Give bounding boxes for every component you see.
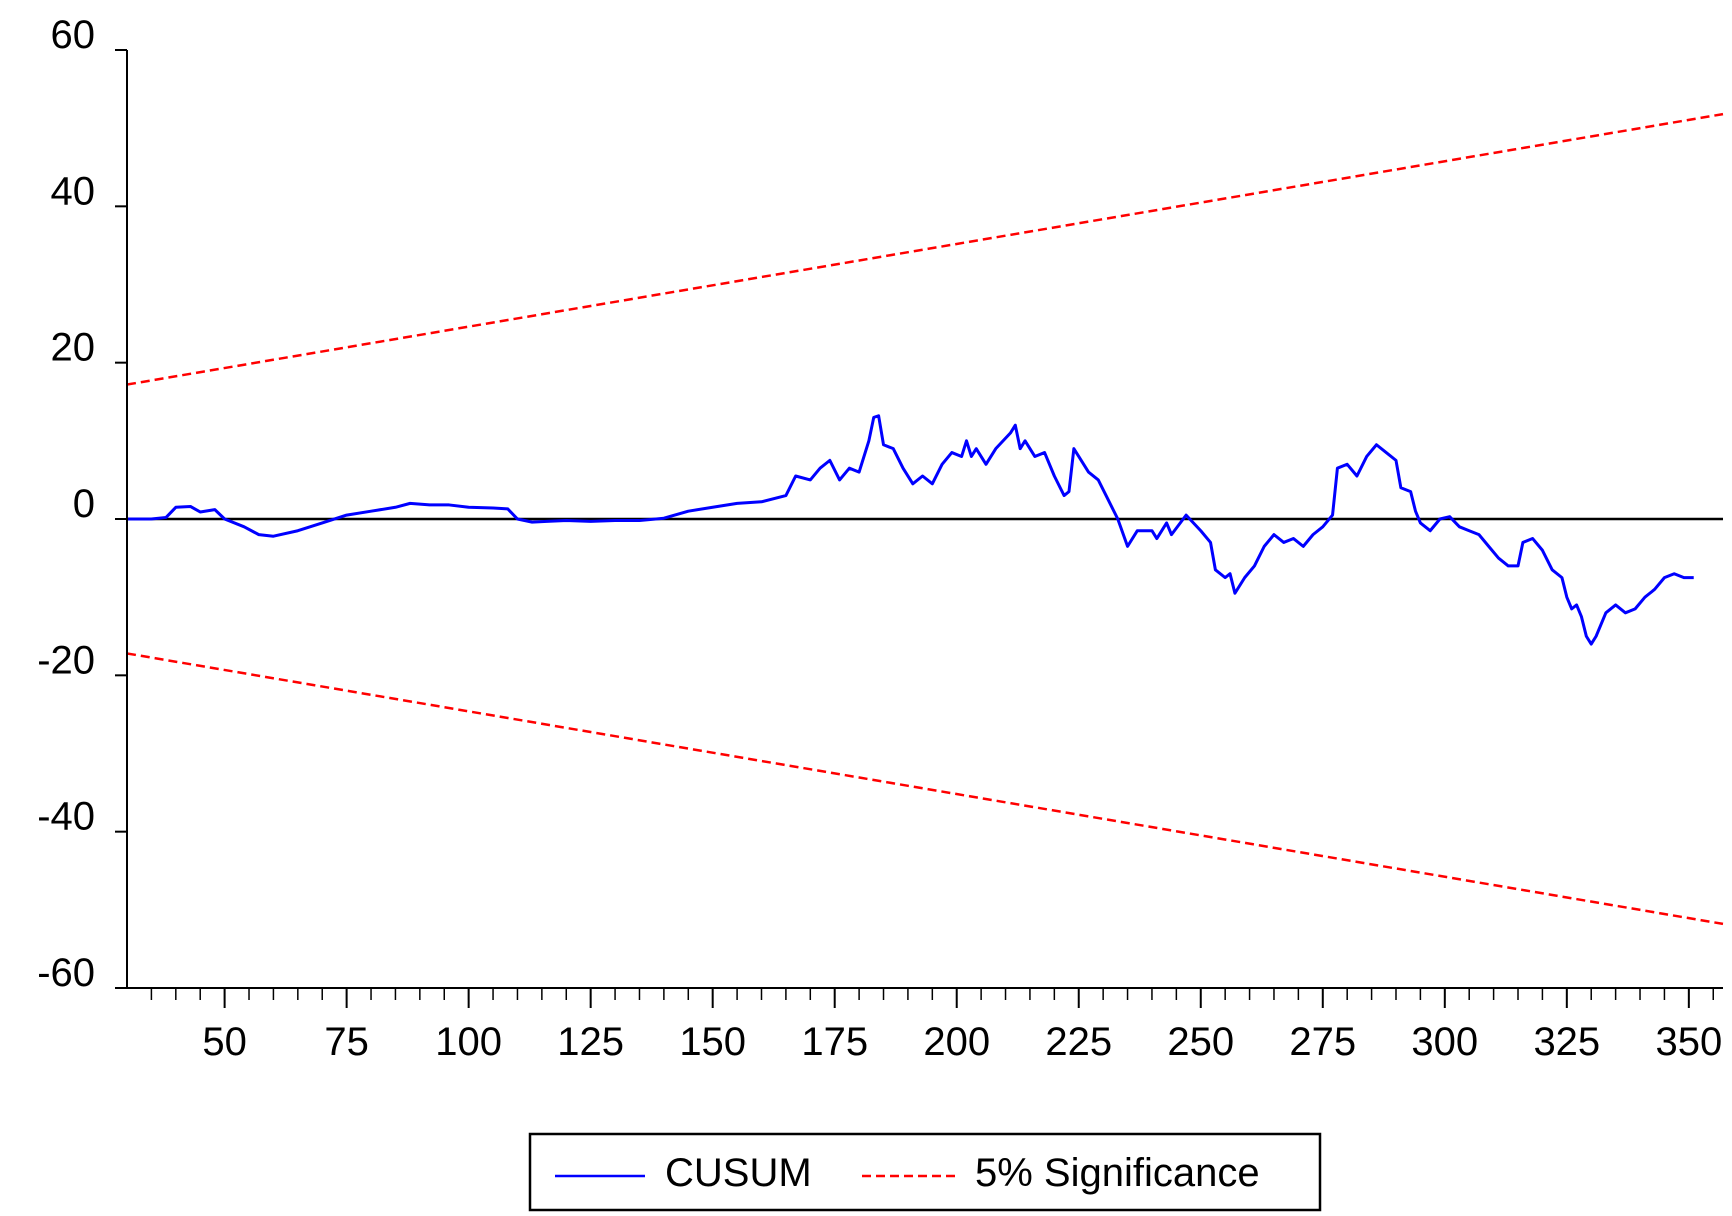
x-tick-label: 50 (202, 1020, 247, 1064)
lower-significance-line (126, 652, 1724, 926)
legend-box (528, 1132, 1322, 1212)
y-tick-label: -20 (37, 638, 95, 682)
x-tick-label: 75 (324, 1020, 369, 1064)
x-tick-label: 225 (1045, 1020, 1112, 1064)
y-tick-label: 0 (73, 482, 95, 526)
x-tick-label: 300 (1411, 1020, 1478, 1064)
x-tick-label: 200 (923, 1020, 990, 1064)
x-tick-label: 350 (1655, 1020, 1722, 1064)
y-tick-label: 20 (51, 326, 96, 370)
upper-significance-line (126, 112, 1724, 386)
series-group (126, 112, 1724, 926)
y-tick-label: -60 (37, 951, 95, 995)
x-tick-label: 100 (435, 1020, 502, 1064)
x-tick-label: 150 (679, 1020, 746, 1064)
legend-label-cusum: CUSUM (665, 1151, 812, 1195)
x-tick-label: 175 (801, 1020, 868, 1064)
x-tick-label: 125 (557, 1020, 624, 1064)
x-tick-label: 275 (1289, 1020, 1356, 1064)
y-tick-label: 60 (51, 13, 96, 57)
y-tick-label: 40 (51, 169, 96, 213)
cusum-series-line (127, 414, 1694, 646)
x-tick-label: 250 (1167, 1020, 1234, 1064)
legend-label-significance: 5% Significance (975, 1151, 1260, 1195)
x-tick-label: 325 (1533, 1020, 1600, 1064)
legend: CUSUM 5% Significance (528, 1132, 1322, 1212)
y-tick-label: -40 (37, 795, 95, 839)
